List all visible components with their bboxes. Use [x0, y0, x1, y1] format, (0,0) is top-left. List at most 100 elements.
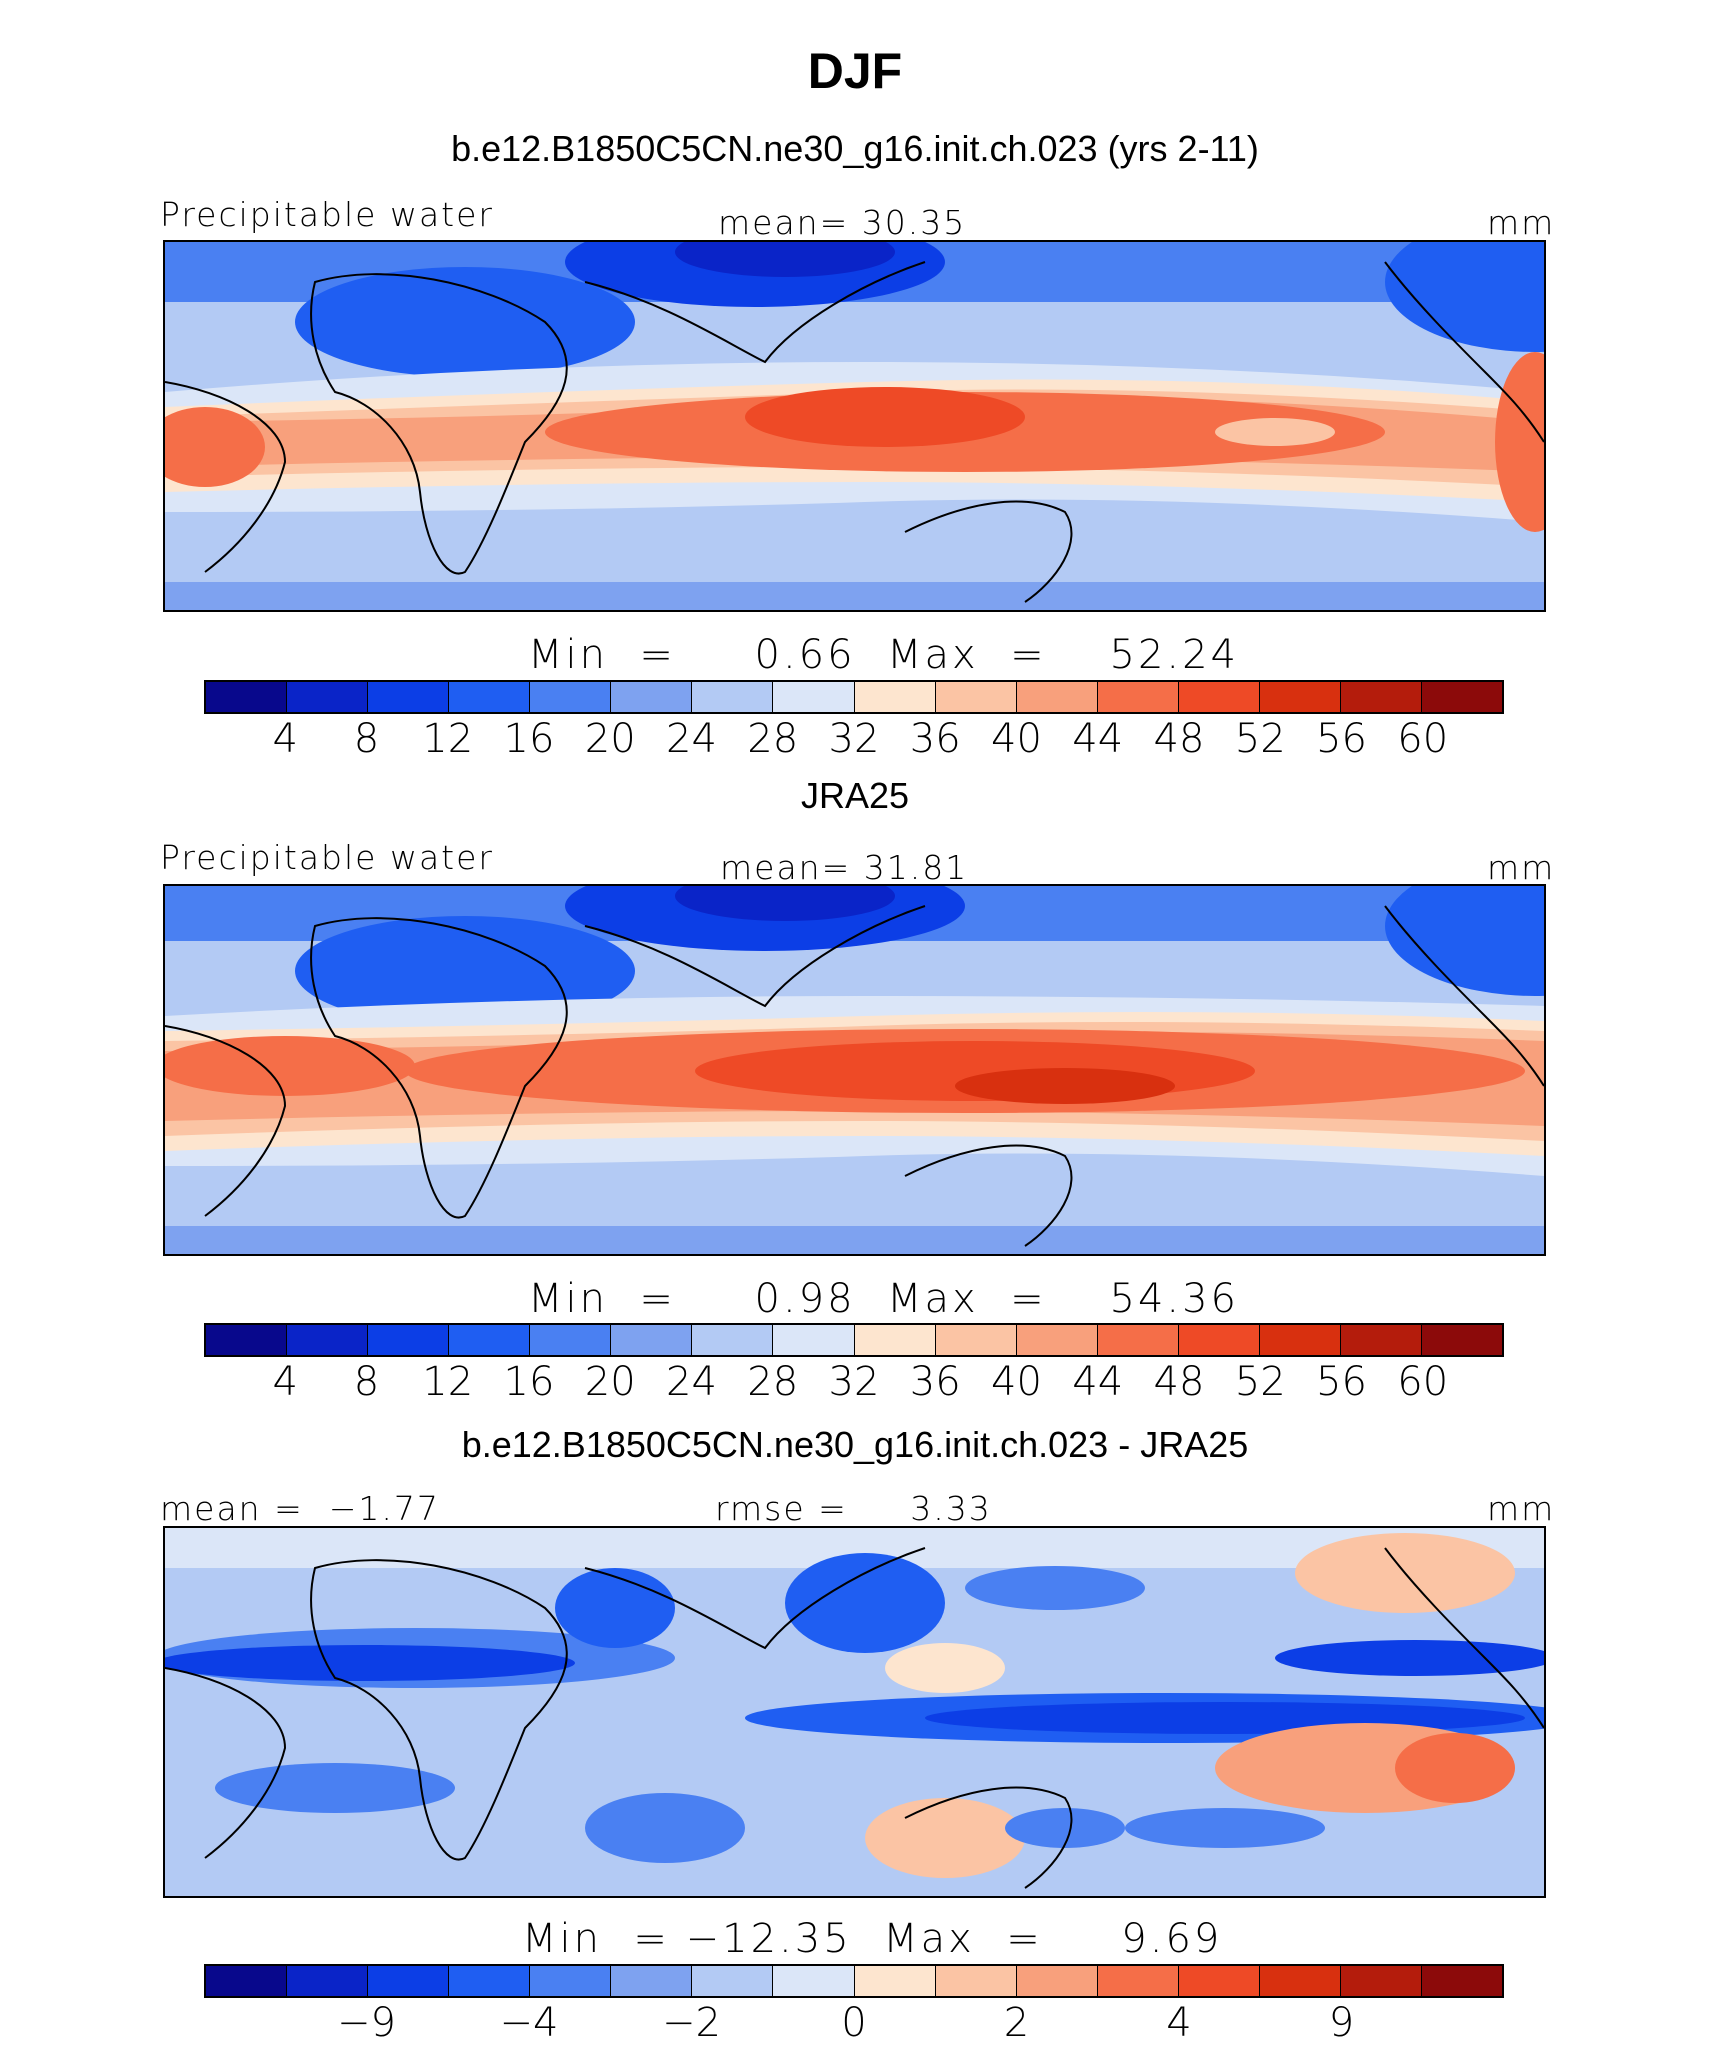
- colorbar-cell: [1097, 1325, 1179, 1355]
- colorbar-tick-label: 24: [666, 716, 717, 762]
- panel-2-colorbar-ticks: 4 8 12 16 20 24 28 32 36 40 44 48 52 56 60: [0, 1359, 1710, 1409]
- colorbar-cell: [530, 682, 612, 712]
- colorbar-cell: [692, 1325, 774, 1355]
- colorbar-tick-label: 16: [503, 1359, 555, 1405]
- colorbar-tick-label: 48: [1153, 716, 1205, 762]
- figure-title: DJF: [807, 43, 903, 99]
- colorbar-cell: [854, 682, 936, 712]
- colorbar-cell: [935, 682, 1017, 712]
- colorbar-cell: [1097, 682, 1179, 712]
- colorbar-tick-label: 12: [422, 716, 474, 762]
- panel-2-variable-label: Precipitable water: [160, 838, 494, 877]
- panel-1-colorbar: [204, 680, 1504, 714]
- colorbar-cell: [206, 1325, 288, 1355]
- colorbar-cell: [368, 682, 450, 712]
- colorbar-cell: [1421, 682, 1502, 712]
- colorbar-cell: [1259, 1966, 1341, 1996]
- colorbar-cell: [773, 682, 855, 712]
- colorbar-cell: [1097, 1966, 1179, 1996]
- panel-1-units: mm: [1487, 203, 1556, 242]
- colorbar-cell: [1016, 1966, 1098, 1996]
- panel-1-min-max: Min = 0.66 Max = 52.24: [528, 632, 1239, 678]
- panel-2-colorbar: [204, 1323, 1504, 1357]
- panel-3-min-max: Min = −12.35 Max = 9.69: [522, 1916, 1223, 1962]
- colorbar-tick-label: −4: [499, 2000, 559, 2046]
- colorbar-cell: [854, 1966, 936, 1996]
- panel-2-map: [163, 884, 1546, 1256]
- colorbar-cell: [692, 1966, 774, 1996]
- colorbar-cell: [287, 1325, 369, 1355]
- panel-1-variable-label: Precipitable water: [160, 195, 494, 234]
- colorbar-cell: [1016, 1325, 1098, 1355]
- colorbar-tick-label: 56: [1316, 1359, 1367, 1405]
- colorbar-cell: [449, 1325, 531, 1355]
- colorbar-tick-label: 32: [828, 716, 880, 762]
- colorbar-tick-label: 52: [1234, 716, 1286, 762]
- colorbar-cell: [449, 682, 531, 712]
- colorbar-cell: [530, 1966, 612, 1996]
- colorbar-tick-label: 44: [1072, 1359, 1124, 1405]
- colorbar-tick-label: 60: [1397, 716, 1449, 762]
- colorbar-cell: [935, 1325, 1017, 1355]
- panel-1-colorbar-ticks: 4 8 12 16 20 24 28 32 36 40 44 48 52 56 60: [0, 716, 1710, 766]
- colorbar-tick-label: 32: [828, 1359, 880, 1405]
- colorbar-cell: [368, 1325, 450, 1355]
- colorbar-cell: [1178, 1966, 1260, 1996]
- panel-3-mean-label: mean = −1.77: [160, 1489, 440, 1528]
- colorbar-cell: [1016, 682, 1098, 712]
- colorbar-cell: [1259, 1325, 1341, 1355]
- colorbar-tick-label: 44: [1072, 716, 1124, 762]
- colorbar-tick-label: −2: [662, 2000, 721, 2046]
- panel-1-title: b.e12.B1850C5CN.ne30_g16.init.ch.023 (yr…: [451, 128, 1259, 169]
- colorbar-tick-label: 36: [909, 716, 961, 762]
- panel-3-units: mm: [1487, 1489, 1556, 1528]
- colorbar-cell: [449, 1966, 531, 1996]
- panel-1-mean-label: mean= 30.35: [718, 203, 967, 242]
- colorbar-cell: [692, 682, 774, 712]
- panel-3-colorbar: [204, 1964, 1504, 1998]
- colorbar-tick-label: 60: [1397, 1359, 1449, 1405]
- colorbar-tick-label: 40: [991, 716, 1042, 762]
- colorbar-tick-label: 4: [272, 1359, 298, 1405]
- colorbar-cell: [1259, 682, 1341, 712]
- colorbar-tick-label: 28: [747, 1359, 799, 1405]
- colorbar-tick-label: 36: [909, 1359, 961, 1405]
- panel-3-map: [163, 1526, 1546, 1898]
- colorbar-tick-label: 52: [1234, 1359, 1286, 1405]
- panel-2-title: JRA25: [800, 775, 910, 816]
- colorbar-tick-label: 12: [422, 1359, 474, 1405]
- colorbar-tick-label: 8: [353, 1359, 380, 1405]
- colorbar-tick-label: 24: [666, 1359, 717, 1405]
- colorbar-tick-label: −9: [337, 2000, 396, 2046]
- colorbar-cell: [611, 682, 693, 712]
- colorbar-tick-label: 56: [1316, 716, 1367, 762]
- colorbar-tick-label: 28: [747, 716, 799, 762]
- colorbar-cell: [611, 1966, 693, 1996]
- colorbar-cell: [206, 682, 288, 712]
- colorbar-cell: [206, 1966, 288, 1996]
- colorbar-tick-label: 16: [503, 716, 555, 762]
- colorbar-cell: [1340, 1966, 1422, 1996]
- colorbar-cell: [1340, 1325, 1422, 1355]
- colorbar-tick-label: 4: [1166, 2000, 1192, 2046]
- panel-1-map: [163, 240, 1546, 612]
- colorbar-cell: [1340, 682, 1422, 712]
- colorbar-tick-label: 8: [353, 716, 380, 762]
- colorbar-cell: [935, 1966, 1017, 1996]
- colorbar-cell: [1421, 1966, 1502, 1996]
- colorbar-cell: [1421, 1325, 1502, 1355]
- panel-2-units: mm: [1487, 848, 1556, 887]
- colorbar-cell: [1178, 1325, 1260, 1355]
- panel-3-title: b.e12.B1850C5CN.ne30_g16.init.ch.023 - J…: [461, 1424, 1249, 1465]
- colorbar-cell: [1178, 682, 1260, 712]
- colorbar-cell: [287, 1966, 369, 1996]
- colorbar-cell: [287, 682, 369, 712]
- panel-2-min-max: Min = 0.98 Max = 54.36: [528, 1276, 1239, 1322]
- colorbar-tick-label: 0: [841, 2000, 867, 2046]
- colorbar-tick-label: 9: [1328, 2000, 1355, 2046]
- colorbar-cell: [773, 1325, 855, 1355]
- colorbar-tick-label: 4: [272, 716, 298, 762]
- colorbar-cell: [773, 1966, 855, 1996]
- colorbar-cell: [368, 1966, 450, 1996]
- panel-2-mean-label: mean= 31.81: [720, 848, 969, 887]
